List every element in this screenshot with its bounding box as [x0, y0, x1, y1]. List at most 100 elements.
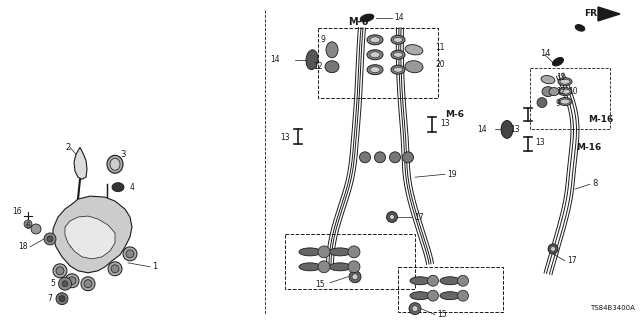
Ellipse shape	[410, 277, 430, 285]
Text: 20: 20	[435, 60, 445, 69]
Circle shape	[59, 296, 65, 302]
Circle shape	[318, 246, 330, 258]
Ellipse shape	[552, 58, 563, 66]
Ellipse shape	[394, 52, 403, 57]
Circle shape	[412, 306, 418, 312]
Text: 12: 12	[314, 62, 323, 71]
Ellipse shape	[391, 65, 405, 74]
Ellipse shape	[326, 42, 338, 58]
Ellipse shape	[394, 67, 403, 72]
Text: 11: 11	[435, 43, 445, 52]
Text: FR.: FR.	[584, 9, 600, 19]
Ellipse shape	[110, 158, 120, 170]
Circle shape	[62, 281, 68, 287]
Text: 17: 17	[414, 212, 424, 221]
Ellipse shape	[370, 52, 380, 58]
Text: 19: 19	[447, 170, 456, 179]
Circle shape	[65, 274, 79, 288]
Ellipse shape	[367, 35, 383, 45]
Ellipse shape	[558, 98, 572, 106]
Circle shape	[348, 261, 360, 273]
Ellipse shape	[306, 50, 318, 70]
Ellipse shape	[299, 263, 321, 271]
Circle shape	[458, 275, 468, 286]
Ellipse shape	[558, 78, 572, 86]
Circle shape	[24, 220, 32, 228]
Circle shape	[403, 152, 413, 163]
Ellipse shape	[370, 67, 380, 73]
Circle shape	[537, 98, 547, 108]
Ellipse shape	[405, 44, 423, 55]
Ellipse shape	[541, 76, 555, 84]
Text: 14: 14	[394, 13, 404, 22]
Circle shape	[374, 152, 385, 163]
Text: 14: 14	[477, 125, 487, 134]
Ellipse shape	[367, 50, 383, 60]
Text: 13: 13	[510, 125, 520, 134]
Ellipse shape	[391, 50, 405, 59]
Text: 11: 11	[556, 73, 566, 82]
Ellipse shape	[325, 61, 339, 73]
Text: 16: 16	[12, 206, 22, 216]
Circle shape	[458, 290, 468, 301]
Ellipse shape	[542, 87, 554, 97]
Circle shape	[58, 277, 72, 290]
Bar	[318, 28, 438, 98]
Circle shape	[390, 152, 401, 163]
Circle shape	[126, 250, 134, 258]
Text: 7: 7	[47, 294, 52, 303]
Ellipse shape	[107, 155, 123, 173]
Circle shape	[428, 290, 438, 301]
Polygon shape	[74, 147, 87, 179]
Text: 13: 13	[535, 138, 545, 147]
Text: 14: 14	[270, 55, 280, 64]
Text: 14: 14	[540, 49, 550, 58]
Circle shape	[550, 246, 556, 252]
Text: 8: 8	[592, 179, 597, 188]
Ellipse shape	[360, 14, 374, 22]
Text: M-16: M-16	[588, 115, 613, 124]
Text: M-6: M-6	[445, 110, 464, 119]
Circle shape	[428, 275, 438, 286]
Ellipse shape	[575, 25, 585, 31]
Circle shape	[111, 265, 119, 273]
Text: 17: 17	[567, 256, 577, 265]
Circle shape	[318, 261, 330, 273]
Polygon shape	[53, 196, 132, 273]
Circle shape	[349, 271, 361, 283]
Ellipse shape	[405, 61, 423, 73]
Text: 15: 15	[315, 280, 324, 289]
Text: 6: 6	[25, 222, 30, 231]
Text: 10: 10	[568, 87, 578, 96]
Circle shape	[53, 264, 67, 278]
Circle shape	[390, 214, 394, 220]
Ellipse shape	[560, 89, 570, 94]
Ellipse shape	[410, 292, 430, 300]
Circle shape	[409, 303, 421, 315]
Bar	[398, 267, 503, 312]
Text: M-16: M-16	[576, 143, 601, 152]
Circle shape	[68, 277, 76, 285]
Ellipse shape	[440, 292, 460, 300]
Circle shape	[31, 224, 41, 234]
Text: 9: 9	[320, 35, 325, 44]
Ellipse shape	[329, 263, 351, 271]
Ellipse shape	[560, 99, 570, 104]
Text: 2: 2	[65, 143, 70, 152]
Circle shape	[56, 293, 68, 305]
Circle shape	[348, 246, 360, 258]
Polygon shape	[598, 7, 620, 21]
Ellipse shape	[549, 88, 559, 96]
Text: 1: 1	[152, 262, 157, 271]
Bar	[285, 234, 415, 289]
Ellipse shape	[391, 35, 405, 44]
Text: 4: 4	[130, 183, 135, 192]
Ellipse shape	[558, 88, 572, 96]
Text: 9: 9	[556, 99, 561, 108]
Circle shape	[352, 274, 358, 280]
Circle shape	[360, 152, 371, 163]
Bar	[530, 68, 610, 129]
Circle shape	[123, 247, 137, 261]
Circle shape	[387, 212, 397, 222]
Ellipse shape	[560, 79, 570, 84]
